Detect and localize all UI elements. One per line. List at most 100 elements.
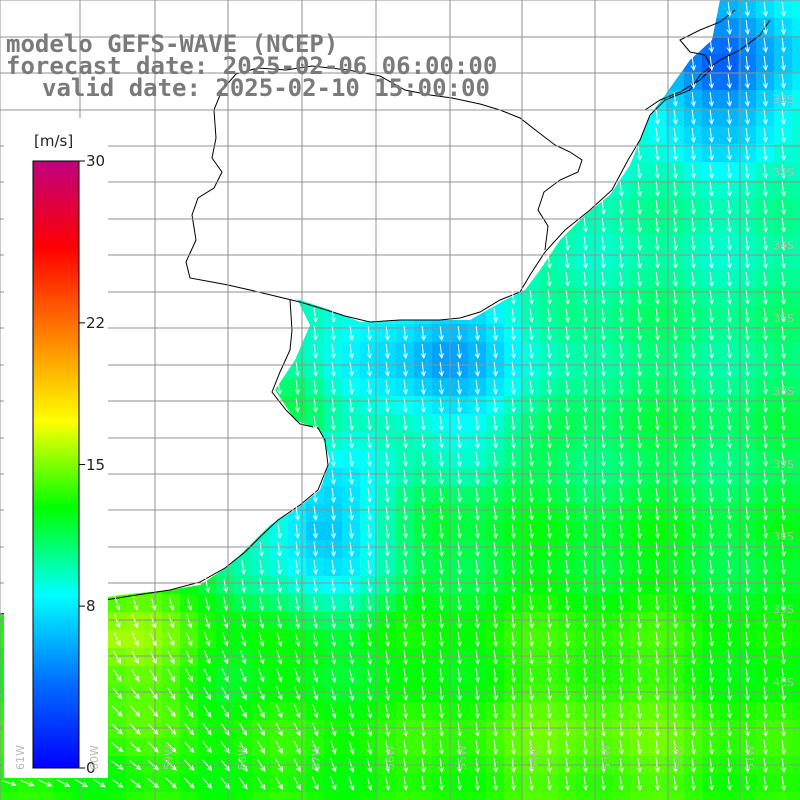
wind-arrow bbox=[672, 326, 678, 342]
wind-arrow bbox=[402, 632, 408, 648]
wind-arrow bbox=[293, 758, 301, 773]
wind-arrow bbox=[780, 236, 786, 252]
wind-arrow bbox=[366, 614, 373, 630]
wind-arrow bbox=[690, 56, 696, 72]
wind-arrow bbox=[384, 452, 390, 468]
wind-arrow bbox=[690, 560, 696, 576]
wind-arrow bbox=[385, 722, 391, 738]
wind-arrow bbox=[312, 380, 318, 396]
wind-arrow bbox=[762, 506, 768, 522]
wind-arrow bbox=[330, 542, 336, 558]
wind-arrow bbox=[204, 578, 211, 594]
wind-arrow bbox=[402, 740, 408, 756]
wind-arrow bbox=[474, 596, 480, 612]
wind-arrow bbox=[456, 650, 462, 666]
wind-arrow bbox=[420, 560, 426, 576]
wind-arrow bbox=[528, 704, 534, 720]
wind-arrow bbox=[690, 578, 696, 594]
wind-arrow bbox=[330, 344, 336, 360]
wind-arrow bbox=[690, 614, 696, 630]
wind-arrow bbox=[456, 722, 462, 738]
wind-arrow bbox=[708, 452, 714, 468]
field-cell bbox=[792, 72, 800, 91]
wind-arrow bbox=[330, 506, 336, 522]
wind-arrow bbox=[492, 380, 498, 396]
wind-arrow bbox=[456, 596, 462, 612]
wind-arrow bbox=[220, 741, 230, 754]
wind-arrow bbox=[420, 578, 426, 594]
wind-arrow bbox=[600, 218, 606, 234]
wind-arrow bbox=[366, 452, 372, 468]
wind-arrow bbox=[690, 452, 696, 468]
wind-arrow bbox=[636, 398, 642, 414]
wind-arrow bbox=[528, 398, 534, 414]
wind-arrow bbox=[294, 362, 300, 378]
wind-arrow bbox=[312, 542, 318, 558]
wind-arrow bbox=[546, 776, 552, 792]
wind-arrow bbox=[654, 398, 660, 414]
wind-arrow bbox=[510, 650, 516, 666]
wind-arrow bbox=[258, 578, 265, 594]
wind-arrow bbox=[618, 344, 624, 360]
wind-arrow bbox=[582, 740, 588, 756]
field-cell bbox=[792, 630, 800, 649]
field-cell bbox=[108, 792, 127, 800]
wind-arrow bbox=[366, 524, 372, 540]
wind-arrow bbox=[762, 326, 768, 342]
wind-arrow bbox=[312, 506, 318, 522]
wind-arrow bbox=[654, 650, 660, 666]
wind-arrow bbox=[672, 272, 678, 288]
field-cell bbox=[702, 792, 721, 800]
wind-arrow bbox=[708, 254, 714, 270]
wind-arrow bbox=[636, 704, 642, 720]
wind-arrow bbox=[564, 434, 570, 450]
wind-arrow bbox=[726, 398, 732, 414]
wind-arrow bbox=[744, 650, 750, 666]
wind-arrow bbox=[600, 398, 606, 414]
wind-arrow bbox=[438, 614, 444, 630]
wind-arrow bbox=[438, 650, 444, 666]
wind-arrow bbox=[564, 740, 570, 756]
title-line-1: modelo GEFS-WAVE (NCEP) bbox=[6, 30, 339, 58]
wind-arrow bbox=[708, 74, 714, 90]
wind-arrow bbox=[148, 686, 158, 700]
wind-arrow bbox=[528, 380, 534, 396]
wind-arrow bbox=[708, 560, 714, 576]
lat-label: 37S bbox=[773, 458, 794, 471]
wind-arrow bbox=[259, 596, 265, 611]
wind-arrow bbox=[780, 56, 786, 72]
wind-arrow bbox=[780, 596, 786, 612]
wind-arrow bbox=[708, 236, 714, 252]
wind-arrow bbox=[185, 650, 193, 665]
wind-arrow bbox=[564, 596, 570, 612]
wind-arrow bbox=[492, 632, 498, 648]
wind-arrow bbox=[564, 398, 570, 414]
wind-arrow bbox=[275, 722, 283, 737]
wind-arrow bbox=[456, 776, 462, 792]
wind-arrow bbox=[348, 524, 354, 540]
wind-arrow bbox=[726, 434, 732, 450]
wind-arrow bbox=[564, 290, 570, 306]
wind-arrow bbox=[510, 398, 516, 414]
wind-arrow bbox=[510, 686, 516, 702]
wind-arrow bbox=[744, 74, 750, 90]
wind-arrow bbox=[510, 434, 516, 450]
wind-arrow bbox=[744, 470, 750, 486]
wind-arrow bbox=[238, 776, 248, 790]
wind-arrow bbox=[348, 668, 355, 683]
wind-arrow bbox=[402, 596, 408, 612]
wind-arrow bbox=[636, 614, 642, 630]
wind-arrow bbox=[546, 560, 552, 576]
wind-arrow bbox=[600, 542, 606, 558]
wind-arrow bbox=[348, 632, 355, 648]
wind-arrow bbox=[384, 380, 390, 396]
wind-arrow bbox=[636, 542, 642, 558]
wind-arrow bbox=[618, 578, 624, 594]
wind-arrow bbox=[780, 758, 786, 774]
wind-arrow bbox=[330, 308, 336, 324]
field-cell bbox=[126, 792, 145, 800]
wind-arrow bbox=[384, 632, 390, 648]
wind-arrow bbox=[438, 704, 444, 720]
wind-arrow bbox=[564, 776, 570, 792]
wind-arrow bbox=[111, 705, 123, 717]
